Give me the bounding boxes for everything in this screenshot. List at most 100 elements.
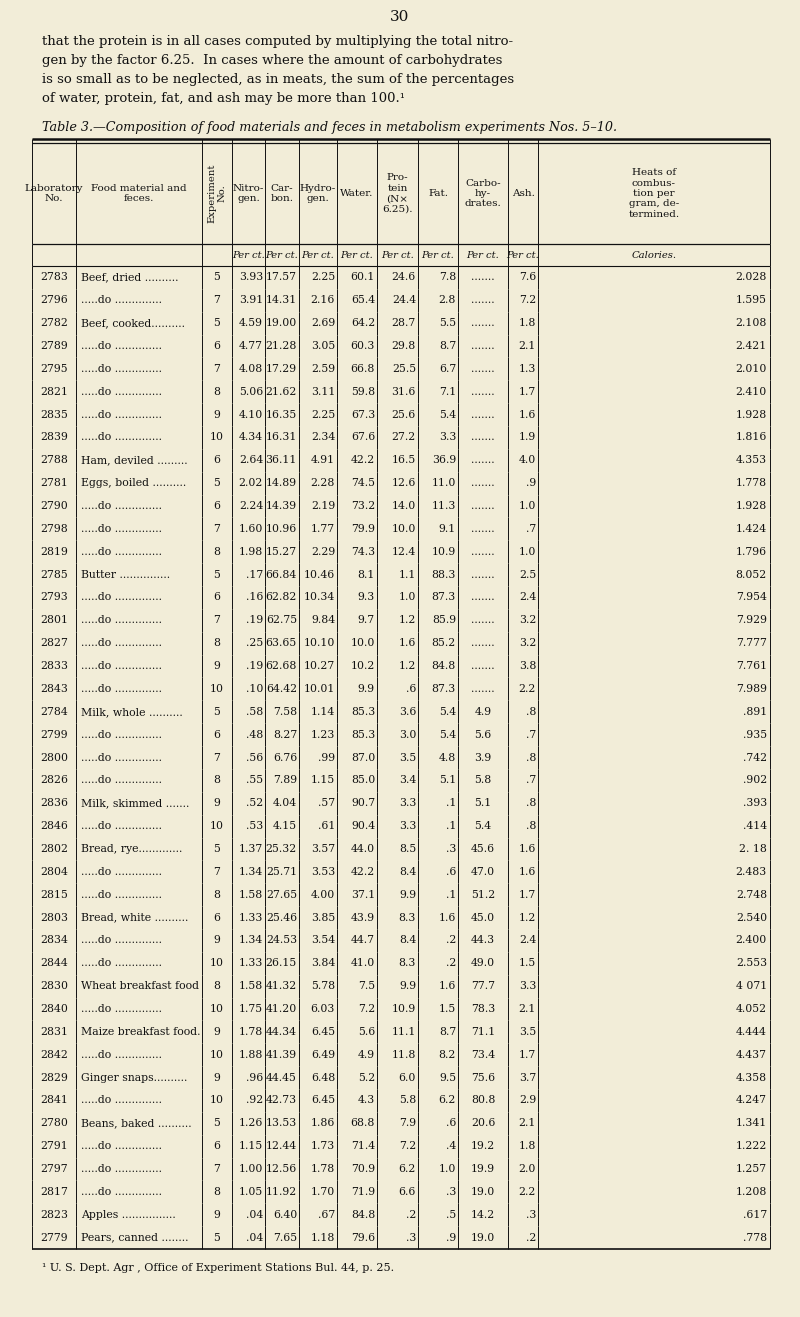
Text: 2798: 2798 bbox=[40, 524, 68, 533]
Text: 6.48: 6.48 bbox=[310, 1072, 335, 1083]
Text: .......: ....... bbox=[471, 410, 495, 420]
Text: 2789: 2789 bbox=[40, 341, 68, 352]
Text: Pro-
tein
(N×
6.25).: Pro- tein (N× 6.25). bbox=[382, 174, 413, 213]
Text: 10.46: 10.46 bbox=[304, 570, 335, 579]
Text: 87.0: 87.0 bbox=[350, 752, 375, 763]
Text: 2817: 2817 bbox=[40, 1187, 68, 1197]
Text: .61: .61 bbox=[318, 820, 335, 831]
Text: 1.0: 1.0 bbox=[518, 500, 536, 511]
Text: Pears, canned ........: Pears, canned ........ bbox=[81, 1233, 189, 1242]
Text: 7: 7 bbox=[214, 363, 221, 374]
Text: 42.2: 42.2 bbox=[350, 456, 375, 465]
Text: 1.208: 1.208 bbox=[736, 1187, 767, 1197]
Text: 25.71: 25.71 bbox=[266, 867, 297, 877]
Text: 44.0: 44.0 bbox=[351, 844, 375, 853]
Text: 1.5: 1.5 bbox=[518, 959, 536, 968]
Text: 8.052: 8.052 bbox=[736, 570, 767, 579]
Text: .17: .17 bbox=[246, 570, 263, 579]
Text: 3.91: 3.91 bbox=[238, 295, 263, 306]
Text: .......: ....... bbox=[471, 456, 495, 465]
Text: 6.0: 6.0 bbox=[398, 1072, 416, 1083]
Text: 2.010: 2.010 bbox=[736, 363, 767, 374]
Text: .......: ....... bbox=[471, 524, 495, 533]
Text: 2793: 2793 bbox=[40, 593, 68, 602]
Text: .6: .6 bbox=[446, 1118, 456, 1129]
Text: 2788: 2788 bbox=[40, 456, 68, 465]
Text: .....do ..............: .....do .............. bbox=[81, 820, 162, 831]
Text: 10: 10 bbox=[210, 1004, 224, 1014]
Text: 77.7: 77.7 bbox=[471, 981, 495, 992]
Text: 5: 5 bbox=[214, 1233, 221, 1242]
Text: 1.1: 1.1 bbox=[398, 570, 416, 579]
Text: .935: .935 bbox=[743, 730, 767, 740]
Text: Experiment
No.: Experiment No. bbox=[207, 163, 226, 223]
Text: 2833: 2833 bbox=[40, 661, 68, 672]
Text: 6: 6 bbox=[214, 730, 221, 740]
Text: 84.8: 84.8 bbox=[432, 661, 456, 672]
Text: .7: .7 bbox=[526, 730, 536, 740]
Text: 51.2: 51.2 bbox=[471, 890, 495, 900]
Text: .......: ....... bbox=[471, 615, 495, 626]
Text: 85.9: 85.9 bbox=[432, 615, 456, 626]
Text: 6.7: 6.7 bbox=[438, 363, 456, 374]
Text: 36.11: 36.11 bbox=[266, 456, 297, 465]
Text: 21.28: 21.28 bbox=[266, 341, 297, 352]
Text: 85.3: 85.3 bbox=[350, 730, 375, 740]
Text: .....do ..............: .....do .............. bbox=[81, 935, 162, 946]
Text: 10.9: 10.9 bbox=[432, 547, 456, 557]
Text: Food material and
feces.: Food material and feces. bbox=[91, 184, 187, 203]
Text: Nitro-
gen.: Nitro- gen. bbox=[233, 184, 264, 203]
Text: 63.65: 63.65 bbox=[266, 639, 297, 648]
Text: .......: ....... bbox=[471, 570, 495, 579]
Text: .7: .7 bbox=[526, 524, 536, 533]
Text: .....do ..............: .....do .............. bbox=[81, 730, 162, 740]
Text: Beans, baked ..........: Beans, baked .......... bbox=[81, 1118, 192, 1129]
Text: 2831: 2831 bbox=[40, 1027, 68, 1036]
Text: 2. 18: 2. 18 bbox=[739, 844, 767, 853]
Text: 7.65: 7.65 bbox=[273, 1233, 297, 1242]
Text: 4.353: 4.353 bbox=[736, 456, 767, 465]
Text: 10: 10 bbox=[210, 1096, 224, 1105]
Text: 4.15: 4.15 bbox=[273, 820, 297, 831]
Text: .67: .67 bbox=[318, 1210, 335, 1220]
Text: .....do ..............: .....do .............. bbox=[81, 752, 162, 763]
Text: 2.2: 2.2 bbox=[518, 684, 536, 694]
Text: 1.26: 1.26 bbox=[238, 1118, 263, 1129]
Text: 5.4: 5.4 bbox=[439, 410, 456, 420]
Text: .393: .393 bbox=[742, 798, 767, 809]
Text: .891: .891 bbox=[742, 707, 767, 716]
Text: 1.15: 1.15 bbox=[310, 776, 335, 785]
Text: 7.89: 7.89 bbox=[273, 776, 297, 785]
Text: .3: .3 bbox=[406, 1233, 416, 1242]
Text: 2.421: 2.421 bbox=[736, 341, 767, 352]
Text: 1.00: 1.00 bbox=[238, 1164, 263, 1173]
Text: 16.5: 16.5 bbox=[392, 456, 416, 465]
Text: 60.3: 60.3 bbox=[350, 341, 375, 352]
Text: 1.6: 1.6 bbox=[398, 639, 416, 648]
Text: 27.65: 27.65 bbox=[266, 890, 297, 900]
Text: .....do ..............: .....do .............. bbox=[81, 500, 162, 511]
Text: 4.437: 4.437 bbox=[736, 1050, 767, 1060]
Text: 1.14: 1.14 bbox=[310, 707, 335, 716]
Text: 2836: 2836 bbox=[40, 798, 68, 809]
Text: 5.4: 5.4 bbox=[474, 820, 491, 831]
Text: 24.6: 24.6 bbox=[392, 273, 416, 282]
Text: .2: .2 bbox=[406, 1210, 416, 1220]
Text: .....do ..............: .....do .............. bbox=[81, 593, 162, 602]
Text: .10: .10 bbox=[246, 684, 263, 694]
Text: 85.2: 85.2 bbox=[432, 639, 456, 648]
Text: 3.05: 3.05 bbox=[310, 341, 335, 352]
Text: 2.400: 2.400 bbox=[736, 935, 767, 946]
Text: 2826: 2826 bbox=[40, 776, 68, 785]
Text: 3.84: 3.84 bbox=[310, 959, 335, 968]
Text: 49.0: 49.0 bbox=[471, 959, 495, 968]
Text: 5.5: 5.5 bbox=[439, 319, 456, 328]
Text: 90.7: 90.7 bbox=[351, 798, 375, 809]
Text: 2799: 2799 bbox=[40, 730, 68, 740]
Text: gen by the factor 6.25.  In cases where the amount of carbohydrates: gen by the factor 6.25. In cases where t… bbox=[42, 54, 502, 67]
Text: 3.54: 3.54 bbox=[311, 935, 335, 946]
Text: 12.56: 12.56 bbox=[266, 1164, 297, 1173]
Text: 3.6: 3.6 bbox=[398, 707, 416, 716]
Text: 19.00: 19.00 bbox=[266, 319, 297, 328]
Text: 27.2: 27.2 bbox=[392, 432, 416, 443]
